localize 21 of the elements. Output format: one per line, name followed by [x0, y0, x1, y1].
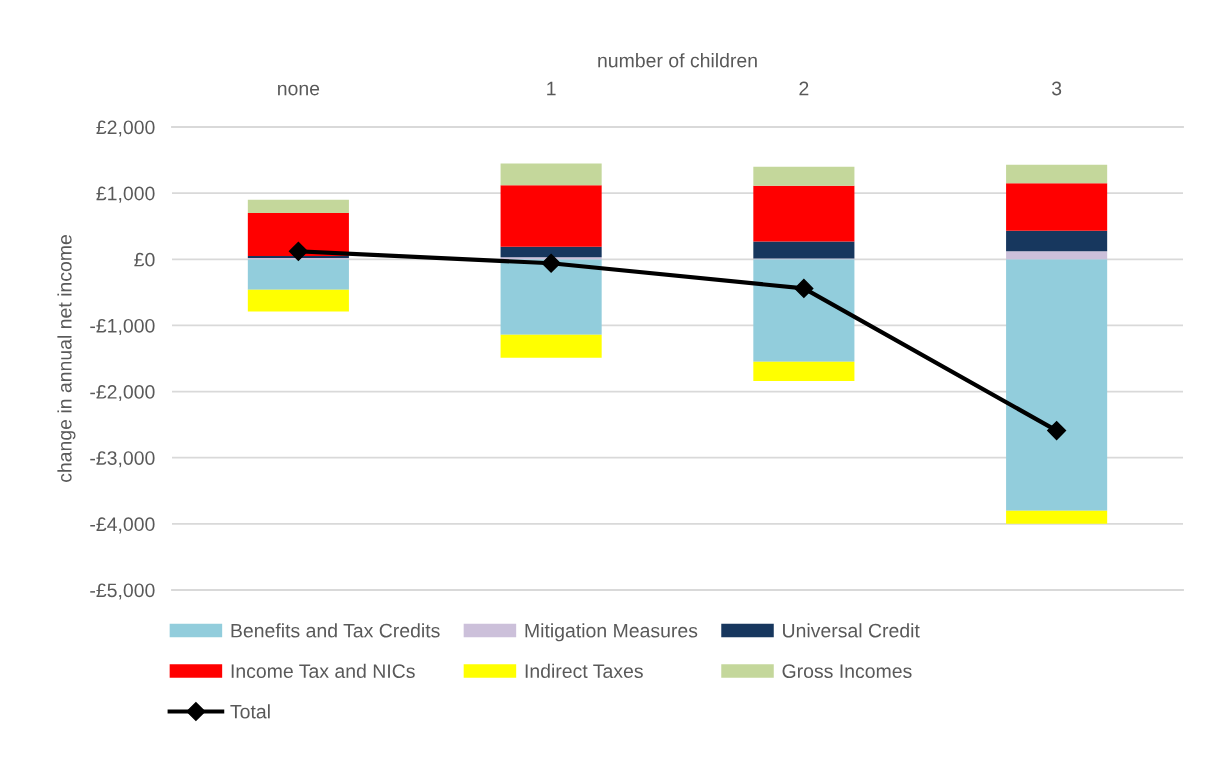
x-tick-label: 3: [1051, 81, 1062, 96]
x-tick-label: none: [278, 84, 320, 96]
y-tick-label: -£2,000: [90, 385, 155, 402]
y-axis-title: change in annual net income: [57, 235, 76, 482]
x-tick-label: 2: [799, 81, 809, 96]
x-axis-title: number of children: [598, 53, 757, 68]
y-tick-label: £2,000: [96, 120, 155, 137]
legend-label: Income Tax and NICs: [231, 663, 415, 679]
y-tick-label: -£5,000: [90, 583, 155, 600]
x-tick-label: 1: [547, 81, 556, 96]
y-tick-label: -£1,000: [90, 318, 155, 335]
legend-label: Indirect Taxes: [525, 663, 643, 679]
y-tick-label: -£4,000: [90, 517, 155, 534]
legend-label: Total: [230, 704, 270, 719]
y-tick-label: £0: [134, 252, 155, 267]
legend-label: Gross Incomes: [782, 664, 912, 679]
legend-label: Universal Credit: [783, 623, 920, 638]
y-tick-label: £1,000: [96, 186, 155, 203]
y-tick-label: -£3,000: [90, 451, 155, 468]
legend-label: Mitigation Measures: [525, 623, 698, 642]
legend-label: Benefits and Tax Credits: [231, 623, 440, 638]
